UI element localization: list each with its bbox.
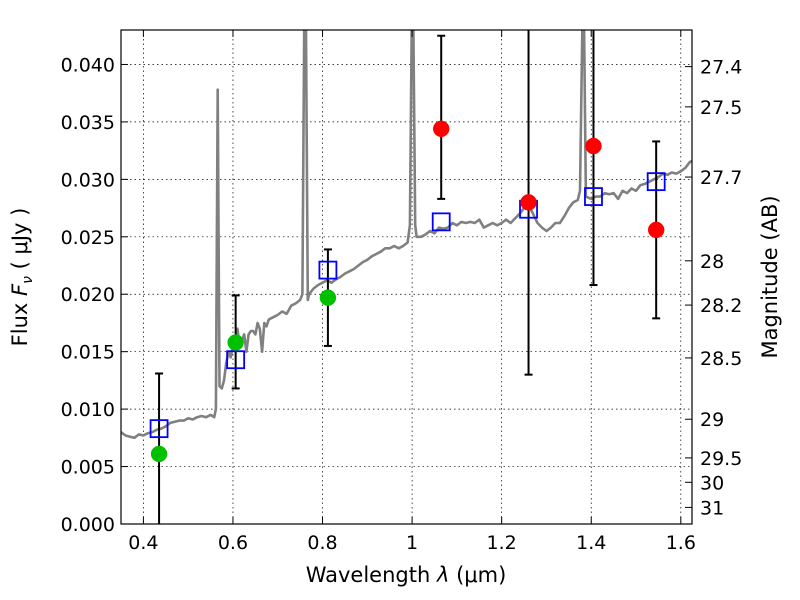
y2-tick-label: 30 — [700, 472, 724, 494]
y2-tick-label: 27.7 — [700, 167, 742, 189]
observed-flux-point — [585, 137, 602, 155]
axes-frame — [120, 29, 693, 525]
observed-flux-point — [227, 334, 244, 351]
x-tick-label: 0.6 — [218, 532, 248, 554]
model-square-point — [431, 212, 451, 232]
y-tick-label: 0.010 — [61, 399, 115, 421]
x-tick-label: 1.6 — [666, 532, 696, 554]
model-square-point — [646, 172, 666, 192]
y2-tick-label: 31 — [700, 497, 724, 519]
x-tick-label: 1 — [406, 532, 418, 554]
plot-area — [121, 30, 692, 524]
y2-tick-label: 29.5 — [700, 448, 742, 470]
model-square-point — [584, 187, 603, 206]
x-axis-label: Wavelength λ (μm) — [306, 563, 507, 587]
y-tick-label: 0.030 — [61, 169, 115, 191]
observed-flux-point — [647, 221, 665, 239]
model-square-point — [318, 260, 338, 280]
axis-ticks: 0.4 0.6 0.8 1 1.2 1.4 1.6 0.000 0.005 0.010 0.015 0… — [61, 30, 742, 554]
observed-flux-point — [150, 445, 168, 463]
y2-tick-label: 28 — [700, 251, 724, 273]
y-axis-label: Flux Fν ( μJy ) — [8, 208, 36, 347]
y2-tick-label: 27.5 — [700, 97, 742, 119]
y2-tick-label: 28.5 — [700, 348, 742, 370]
spectrum-line — [121, 30, 692, 440]
y-tick-label: 0.005 — [61, 457, 115, 479]
x-tick-label: 0.8 — [307, 532, 337, 554]
x-tick-label: 1.2 — [487, 532, 517, 554]
x-tick-label: 0.4 — [128, 532, 158, 554]
y-tick-label: 0.000 — [61, 514, 115, 536]
y2-tick-label: 28.2 — [700, 295, 742, 317]
y-tick-label: 0.025 — [61, 227, 115, 249]
y-tick-label: 0.035 — [61, 112, 115, 134]
model-square-point — [149, 419, 169, 439]
y-tick-label: 0.040 — [61, 54, 115, 76]
y-tick-label: 0.020 — [61, 284, 115, 306]
y2-axis-label: Magnitude (AB) — [758, 195, 782, 358]
plot-clip-group — [121, 30, 692, 524]
observed-flux-point — [520, 194, 537, 211]
x-tick-label: 1.4 — [576, 532, 606, 554]
y2-tick-label: 29 — [700, 409, 724, 431]
y2-tick-label: 27.4 — [700, 57, 742, 79]
model-square-point — [226, 350, 246, 370]
observed-flux-point — [319, 289, 337, 306]
y-tick-label: 0.015 — [61, 342, 115, 364]
observed-flux-point — [432, 120, 450, 138]
grid-lines — [121, 30, 692, 525]
